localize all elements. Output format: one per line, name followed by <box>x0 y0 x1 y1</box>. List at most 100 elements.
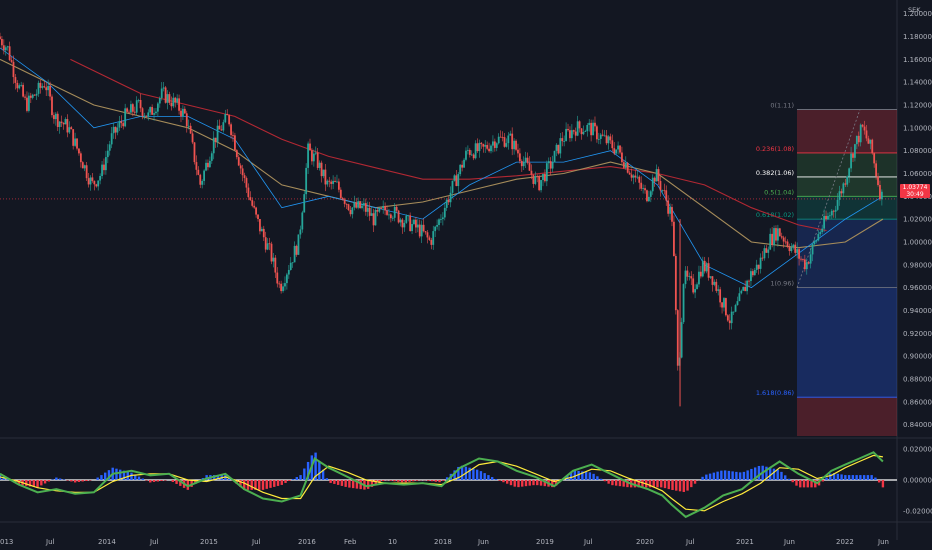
candle-body <box>811 243 814 255</box>
candle-body <box>176 98 179 103</box>
histogram-bar <box>825 477 828 480</box>
candle-body <box>669 207 671 214</box>
candle-body <box>825 215 827 220</box>
candle-body <box>545 163 548 182</box>
time-tick-label: 2020 <box>636 538 654 546</box>
candle-body <box>195 162 198 170</box>
candle-body <box>314 152 317 154</box>
histogram-bar <box>772 468 776 480</box>
candle-body <box>24 96 26 98</box>
candle-body <box>478 142 481 152</box>
candle-body <box>879 184 881 200</box>
candle-body <box>850 153 852 169</box>
candle-body <box>262 228 265 238</box>
time-tick-label: 2021 <box>736 538 754 546</box>
time-tick-label: 2014 <box>98 538 116 546</box>
histogram-bar <box>47 480 51 482</box>
candle-body <box>453 175 456 181</box>
candle-body <box>777 228 779 241</box>
histogram-bar <box>340 480 344 486</box>
time-tick-label: Jul <box>685 538 695 546</box>
histogram-bar <box>254 480 257 490</box>
candle-body <box>259 219 261 232</box>
histogram-bar <box>682 480 685 492</box>
candle-body <box>701 260 704 277</box>
osc-tick-label: 0.00000 <box>903 477 932 485</box>
histogram-bar <box>626 480 629 488</box>
candle-body <box>97 180 100 187</box>
candle-body <box>103 164 105 171</box>
histogram-bar <box>400 480 404 483</box>
histogram-bar <box>502 480 505 483</box>
histogram-bar <box>329 480 332 483</box>
candle-body <box>798 249 800 259</box>
candle-body <box>480 142 483 145</box>
candle-body <box>31 94 34 98</box>
candle-body <box>270 243 273 262</box>
histogram-bar <box>581 471 584 480</box>
candle-body <box>76 138 78 149</box>
histogram-bar <box>599 478 603 480</box>
candle-body <box>95 184 98 187</box>
histogram-bar <box>641 480 644 488</box>
histogram-bar <box>344 480 347 487</box>
candle-body <box>717 289 720 291</box>
candle-body <box>101 164 103 177</box>
candle-body <box>567 128 569 131</box>
price-tick-label: 0.98000 <box>903 261 932 269</box>
histogram-bar <box>539 480 543 486</box>
candle-body <box>755 264 758 270</box>
candle-body <box>347 204 350 211</box>
candle-body <box>513 140 516 150</box>
candle-body <box>185 113 188 127</box>
candle-body <box>597 138 600 140</box>
candle-body <box>426 232 429 238</box>
candle-body <box>339 189 342 198</box>
candle-body <box>728 320 731 324</box>
candle-body <box>555 144 558 151</box>
candle-body <box>322 169 325 177</box>
candle-body <box>214 137 217 143</box>
histogram-bar <box>851 475 855 480</box>
candle-body <box>505 143 508 147</box>
candle-body <box>268 243 271 245</box>
histogram-bar <box>378 480 381 483</box>
histogram-bar <box>460 465 464 480</box>
fib-level-label: 1.618(0.86) <box>756 389 794 397</box>
candle-body <box>547 161 550 164</box>
histogram-bar <box>810 480 813 488</box>
time-tick-label: Jun <box>477 538 489 546</box>
candle-body <box>407 215 410 217</box>
candle-body <box>649 191 652 197</box>
price-tick-label: 1.12000 <box>903 102 932 110</box>
candle-body <box>386 210 388 215</box>
candle-body <box>205 162 207 171</box>
candle-body <box>187 125 190 127</box>
histogram-bar <box>442 480 445 481</box>
candle-body <box>224 113 227 123</box>
histogram-bar <box>152 480 156 482</box>
candle-body <box>307 143 309 168</box>
candle-body <box>247 187 250 198</box>
candle-body <box>303 194 306 213</box>
histogram-bar <box>524 480 528 487</box>
candle-body <box>74 138 76 146</box>
histogram-bar <box>190 480 193 487</box>
candle-body <box>334 180 336 182</box>
histogram-bar <box>58 478 62 480</box>
candle-body <box>393 206 396 218</box>
histogram-bar <box>434 480 438 482</box>
histogram-bar <box>299 475 302 480</box>
histogram-bar <box>314 452 317 480</box>
candle-body <box>647 196 650 202</box>
candle-body <box>62 122 65 125</box>
histogram-bar <box>731 471 734 480</box>
histogram-bar <box>614 480 618 486</box>
candle-body <box>474 143 477 159</box>
fib-level-label: 1(0.96) <box>770 280 794 288</box>
candle-body <box>484 145 487 147</box>
candle-body <box>272 257 275 262</box>
candle-body <box>619 145 621 153</box>
